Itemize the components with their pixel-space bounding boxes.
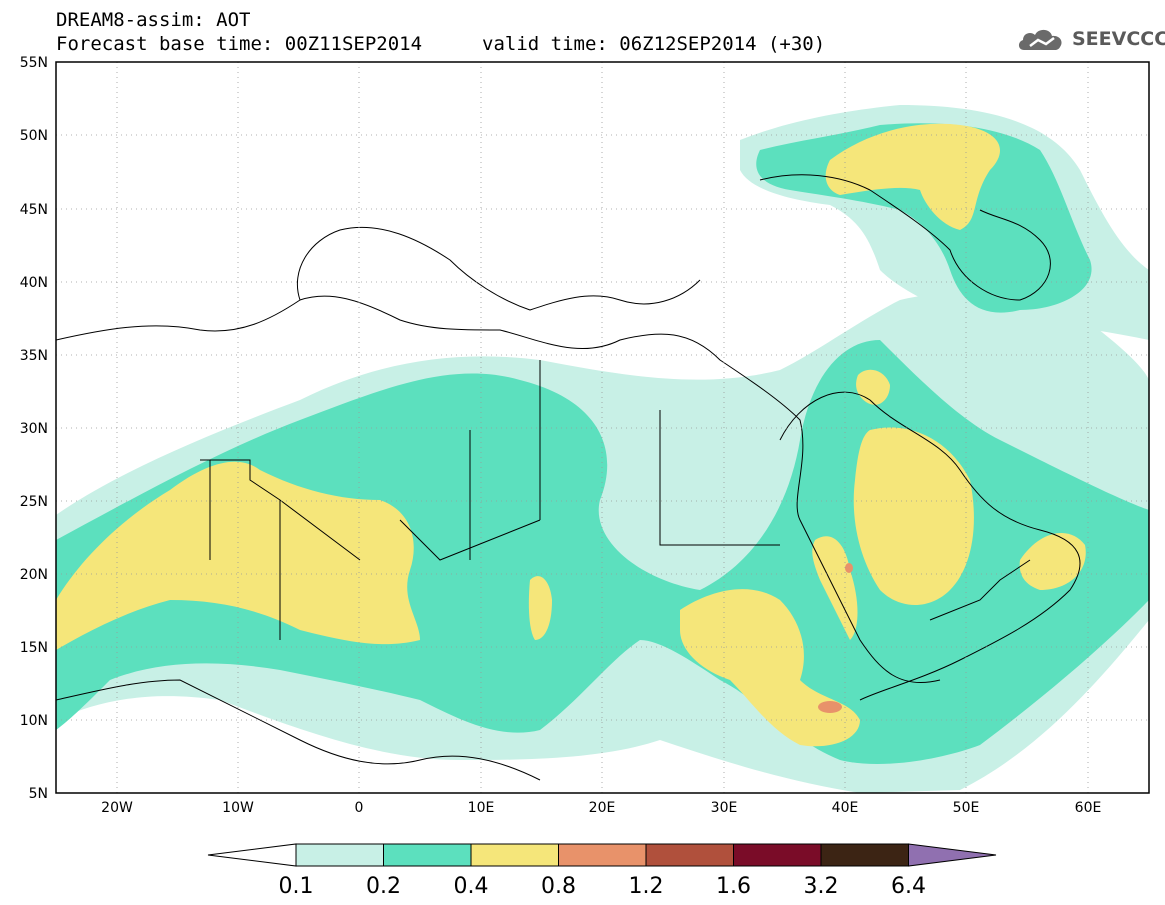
colorbar-label: 3.2 bbox=[804, 874, 839, 899]
aot-field bbox=[56, 105, 1149, 793]
colorbar-swatch bbox=[733, 843, 822, 867]
map-title: DREAM8-assim: AOT bbox=[56, 9, 251, 31]
lon-label: 10E bbox=[468, 800, 495, 816]
colorbar-swatch bbox=[295, 843, 384, 867]
cloud-icon bbox=[1018, 29, 1062, 50]
lon-label: 0 bbox=[355, 800, 364, 816]
colorbar: 0.1 0.2 0.4 0.8 1.2 1.6 3.2 6.4 bbox=[207, 843, 997, 899]
aot-band-0.4-iraq bbox=[856, 369, 890, 405]
lat-label: 55N bbox=[20, 55, 48, 71]
lon-axis: 20W 10W 0 10E 20E 30E 40E 50E 60E bbox=[101, 800, 1101, 816]
colorbar-low-arrow bbox=[207, 843, 297, 867]
colorbar-label: 0.2 bbox=[366, 874, 401, 899]
colorbar-label: 1.2 bbox=[629, 874, 664, 899]
aot-band-0.4-libya bbox=[528, 576, 552, 640]
colorbar-label: 0.1 bbox=[279, 874, 314, 899]
aot-band-0.4-arabia bbox=[853, 427, 974, 605]
lat-label: 50N bbox=[20, 128, 48, 144]
colorbar-label: 6.4 bbox=[891, 874, 926, 899]
colorbar-label: 0.4 bbox=[454, 874, 489, 899]
lon-label: 50E bbox=[953, 800, 980, 816]
aot-band-0.4-caspian bbox=[825, 123, 1000, 230]
colorbar-swatch bbox=[820, 843, 909, 867]
logo-text: SEEVCCC bbox=[1072, 28, 1165, 50]
lat-label: 35N bbox=[20, 348, 48, 364]
lat-label: 10N bbox=[20, 713, 48, 729]
lat-axis: 55N 50N 45N 40N 35N 30N 25N 20N 15N 10N … bbox=[20, 55, 48, 802]
aot-band-0.4-sudan bbox=[680, 589, 860, 747]
colorbar-label: 0.8 bbox=[541, 874, 576, 899]
lat-label: 20N bbox=[20, 567, 48, 583]
lat-label: 45N bbox=[20, 202, 48, 218]
aot-band-0.4-oman bbox=[1019, 533, 1086, 590]
lon-label: 40E bbox=[832, 800, 859, 816]
colorbar-label: 1.6 bbox=[716, 874, 751, 899]
map-frame bbox=[55, 61, 1150, 794]
lat-label: 30N bbox=[20, 421, 48, 437]
lat-label: 40N bbox=[20, 275, 48, 291]
aot-band-0.8-eritrea bbox=[845, 563, 853, 573]
lat-label: 15N bbox=[20, 640, 48, 656]
lon-label: 20W bbox=[101, 800, 133, 816]
colorbar-swatch bbox=[470, 843, 559, 867]
lon-label: 10W bbox=[222, 800, 254, 816]
base-time: Forecast base time: 00Z11SEP2014 bbox=[56, 33, 423, 55]
lat-label: 5N bbox=[29, 786, 48, 802]
aot-band-0.4-eritrea bbox=[812, 536, 858, 640]
colorbar-swatch bbox=[383, 843, 472, 867]
lon-label: 60E bbox=[1075, 800, 1102, 816]
aot-band-0.4-west bbox=[56, 461, 420, 650]
colorbar-swatch bbox=[645, 843, 734, 867]
colorbar-high-arrow bbox=[908, 843, 997, 867]
lon-label: 20E bbox=[589, 800, 616, 816]
aot-band-0.8-ethiopia bbox=[818, 701, 842, 713]
coastlines bbox=[56, 174, 1081, 781]
valid-time: valid time: 06Z12SEP2014 (+30) bbox=[482, 33, 826, 55]
seevccc-logo: SEEVCCC bbox=[1016, 24, 1165, 56]
colorbar-swatch bbox=[558, 843, 647, 867]
lat-label: 25N bbox=[20, 494, 48, 510]
graticule bbox=[56, 62, 1149, 793]
lon-label: 30E bbox=[711, 800, 738, 816]
